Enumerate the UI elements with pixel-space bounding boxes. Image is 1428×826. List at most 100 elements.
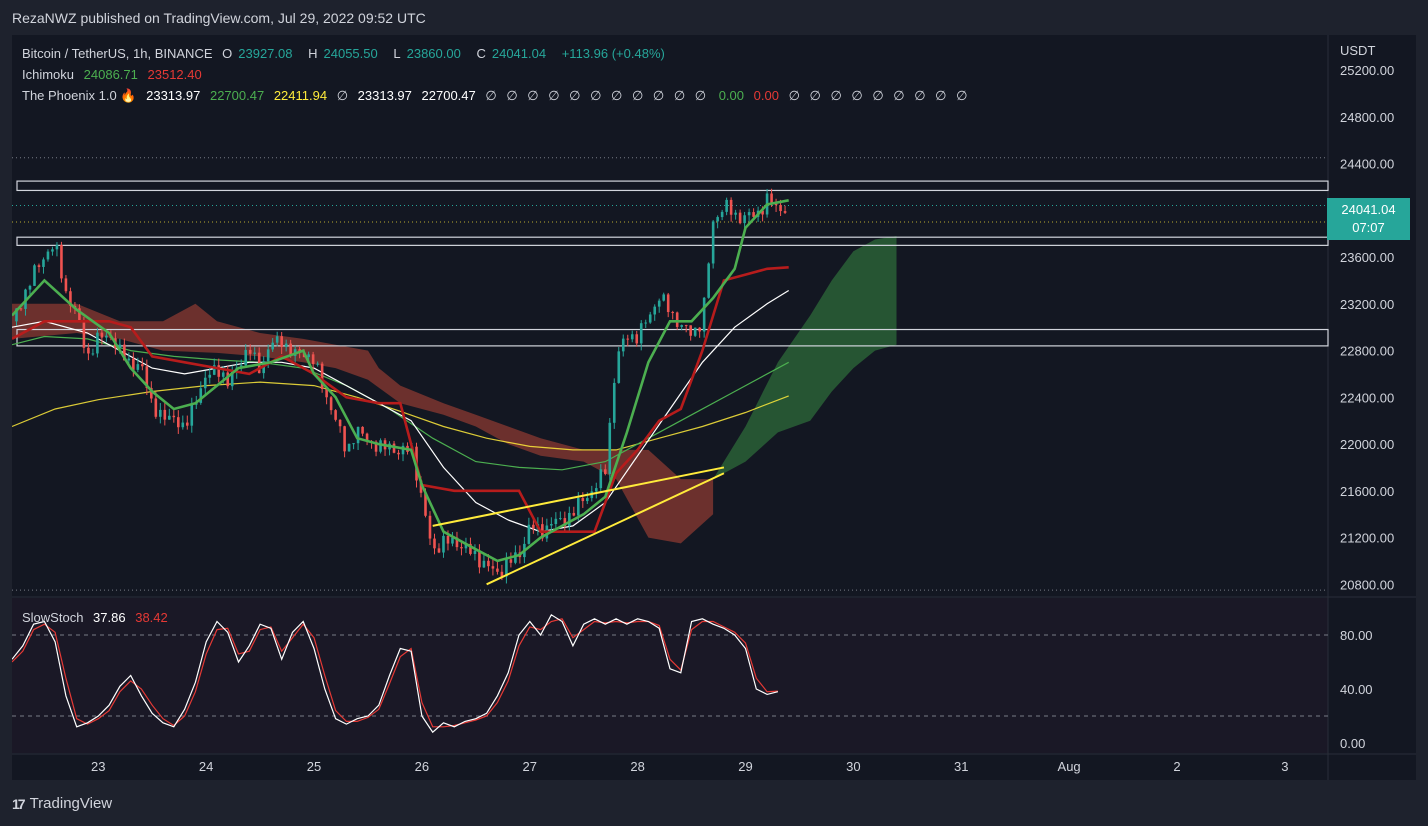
price-tick-label: 23200.00 bbox=[1340, 297, 1394, 312]
price-tick-label: 25200.00 bbox=[1340, 63, 1394, 78]
candle-body bbox=[626, 338, 630, 340]
ohlc-close: C 24041.04 bbox=[476, 46, 547, 61]
sr-zone bbox=[16, 180, 1329, 192]
candle-body bbox=[639, 323, 643, 344]
candle-body bbox=[141, 364, 144, 367]
candle-body bbox=[253, 352, 257, 354]
candle-body bbox=[338, 419, 342, 427]
candle-body bbox=[212, 365, 216, 375]
tradingview-logo-icon: 17 bbox=[12, 795, 26, 812]
phoenix-label: The Phoenix 1.0 🔥 bbox=[22, 88, 137, 103]
candle-body bbox=[675, 312, 679, 327]
stoch-tick-label: 80.00 bbox=[1340, 628, 1373, 643]
candle-body bbox=[226, 372, 230, 387]
time-tick-label: 26 bbox=[415, 759, 429, 774]
candle-body bbox=[343, 426, 346, 452]
price-tick-label: 22000.00 bbox=[1340, 437, 1394, 452]
candle-body bbox=[559, 518, 562, 520]
ichimoku-a: 24086.71 bbox=[83, 67, 138, 82]
candle-body bbox=[118, 344, 122, 348]
candle-body bbox=[738, 212, 742, 224]
candle-body bbox=[752, 212, 755, 217]
price-tick-label: 21600.00 bbox=[1340, 484, 1394, 499]
time-tick-label: 24 bbox=[199, 759, 213, 774]
price-chart[interactable]: USDT25200.0024800.0024400.0024000.002360… bbox=[12, 35, 1416, 780]
candle-body bbox=[82, 321, 86, 348]
candle-body bbox=[684, 325, 688, 327]
candle-body bbox=[69, 291, 72, 306]
time-tick-label: 27 bbox=[523, 759, 537, 774]
ichimoku-legend[interactable]: Ichimoku 24086.71 23512.40 bbox=[22, 67, 208, 82]
phoenix-v5: 22700.47 bbox=[421, 88, 476, 103]
candle-body bbox=[577, 498, 580, 516]
candle-body bbox=[644, 322, 648, 324]
candle-body bbox=[397, 452, 400, 455]
candle-body bbox=[15, 308, 18, 322]
candle-body bbox=[96, 332, 99, 354]
phoenix-v4: 23313.97 bbox=[357, 88, 412, 103]
candle-body bbox=[334, 410, 337, 420]
candle-body bbox=[19, 308, 23, 310]
candle-body bbox=[666, 294, 670, 313]
candle-body bbox=[482, 560, 486, 568]
candle-body bbox=[478, 550, 481, 568]
candle-body bbox=[275, 336, 279, 343]
candle-body bbox=[401, 445, 405, 455]
time-tick-label: 28 bbox=[630, 759, 644, 774]
candle-body bbox=[428, 515, 432, 539]
candle-body bbox=[464, 543, 468, 549]
candle-body bbox=[132, 358, 135, 370]
wedge-trendline bbox=[486, 472, 725, 586]
ichimoku-conversion-line bbox=[12, 199, 789, 563]
stoch-d: 38.42 bbox=[135, 610, 168, 625]
sr-zone bbox=[16, 236, 1329, 246]
candle-body bbox=[774, 203, 778, 206]
stoch-pane bbox=[12, 598, 1328, 753]
price-tick-label: 23600.00 bbox=[1340, 250, 1394, 265]
candle-body bbox=[266, 349, 270, 362]
candle-body bbox=[42, 259, 45, 267]
phoenix-v3: 22411.94 bbox=[273, 88, 328, 103]
bar-countdown: 07:07 bbox=[1352, 220, 1385, 235]
candle-body bbox=[707, 263, 710, 298]
phoenix-v7: 0.00 bbox=[753, 88, 779, 103]
candle-body bbox=[747, 212, 751, 216]
symbol-name[interactable]: Bitcoin / TetherUS, 1h, BINANCE bbox=[22, 46, 213, 61]
candle-body bbox=[311, 354, 315, 365]
candle-body bbox=[496, 568, 499, 572]
candle-body bbox=[608, 422, 612, 474]
candle-body bbox=[78, 308, 81, 322]
tradingview-footer[interactable]: 17 TradingView bbox=[12, 795, 112, 812]
candle-body bbox=[37, 265, 41, 267]
candle-body bbox=[46, 251, 50, 260]
candle-body bbox=[469, 543, 472, 554]
candle-body bbox=[725, 199, 728, 212]
candle-body bbox=[127, 358, 131, 361]
ichimoku-cloud-red bbox=[12, 303, 714, 544]
tradingview-brand: TradingView bbox=[29, 795, 113, 812]
candle-body bbox=[248, 349, 252, 354]
candle-body bbox=[176, 417, 180, 428]
candle-body bbox=[361, 426, 364, 434]
candle-body bbox=[532, 524, 535, 529]
candle-body bbox=[87, 347, 90, 354]
candle-body bbox=[514, 552, 517, 563]
candle-body bbox=[424, 492, 427, 516]
price-tick-label: 22400.00 bbox=[1340, 390, 1394, 405]
stoch-tick-label: 40.00 bbox=[1340, 682, 1373, 697]
phoenix-legend[interactable]: The Phoenix 1.0 🔥 23313.97 22700.47 2241… bbox=[22, 88, 976, 104]
price-tick-label: 24800.00 bbox=[1340, 110, 1394, 125]
candle-body bbox=[257, 352, 261, 374]
ichimoku-base-line bbox=[12, 266, 789, 533]
time-tick-label: 25 bbox=[307, 759, 321, 774]
price-axis-unit: USDT bbox=[1340, 43, 1375, 58]
candle-body bbox=[648, 314, 652, 323]
phoenix-null-b: ∅ ∅ ∅ ∅ ∅ ∅ ∅ ∅ ∅ bbox=[788, 88, 971, 103]
candle-body bbox=[689, 325, 692, 336]
candle-body bbox=[159, 409, 162, 417]
stoch-legend[interactable]: SlowStoch 37.86 38.42 bbox=[22, 610, 174, 625]
candle-body bbox=[671, 312, 674, 314]
price-tick-label: 24400.00 bbox=[1340, 157, 1394, 172]
candle-body bbox=[352, 443, 355, 445]
candle-body bbox=[743, 215, 746, 224]
